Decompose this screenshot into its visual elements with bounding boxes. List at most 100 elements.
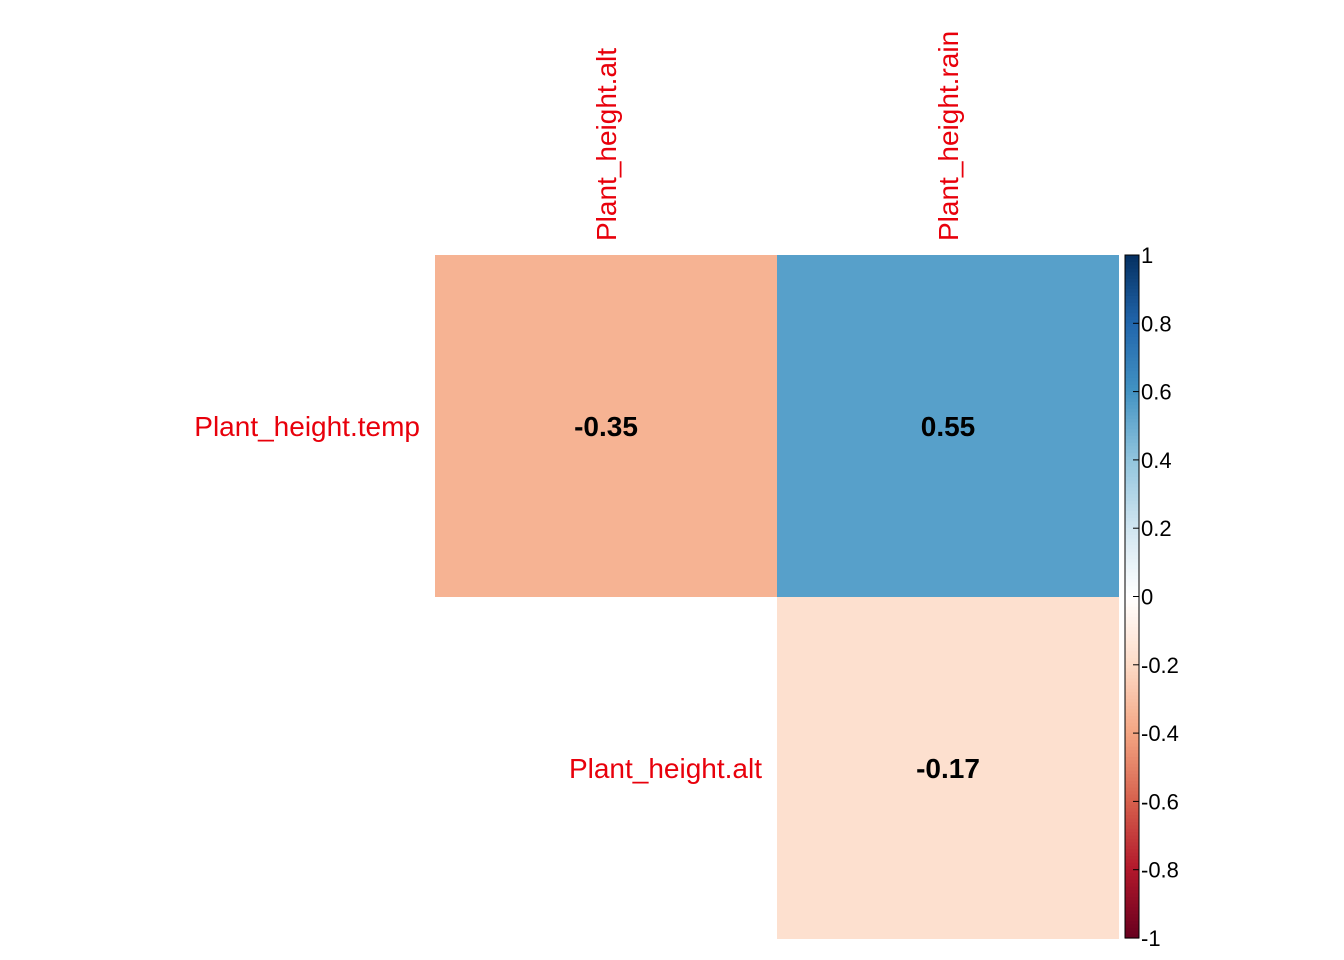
column-label: Plant_height.rain: [933, 31, 964, 241]
colorbar-segment: [1125, 856, 1139, 861]
colorbar-segment: [1125, 849, 1139, 854]
colorbar-segment: [1125, 415, 1139, 420]
colorbar-segment: [1125, 770, 1139, 775]
colorbar-segment: [1125, 702, 1139, 707]
colorbar-segment: [1125, 572, 1139, 577]
colorbar-segment: [1125, 306, 1139, 311]
colorbar-segment: [1125, 753, 1139, 758]
colorbar-segment: [1125, 446, 1139, 451]
colorbar-segment: [1125, 480, 1139, 485]
colorbar-segment: [1125, 466, 1139, 471]
colorbar-segment: [1125, 521, 1139, 526]
colorbar-segment: [1125, 927, 1139, 932]
colorbar-segment: [1125, 791, 1139, 796]
colorbar-segment: [1125, 838, 1139, 843]
colorbar-segment: [1125, 733, 1139, 738]
cell-value-label: -0.35: [574, 411, 638, 442]
colorbar-segment: [1125, 483, 1139, 488]
row-label: Plant_height.temp: [194, 411, 420, 442]
colorbar-segment: [1125, 589, 1139, 594]
colorbar-segment: [1125, 350, 1139, 355]
colorbar-segment: [1125, 763, 1139, 768]
colorbar-segment: [1125, 760, 1139, 765]
colorbar-segment: [1125, 627, 1139, 632]
colorbar-segment: [1125, 907, 1139, 912]
colorbar-segment: [1125, 825, 1139, 830]
colorbar-tick-label: -0.4: [1141, 721, 1179, 746]
colorbar-tick-label: -0.8: [1141, 858, 1179, 883]
colorbar-segment: [1125, 490, 1139, 495]
colorbar-segment: [1125, 538, 1139, 543]
colorbar-segment: [1125, 511, 1139, 516]
colorbar-segment: [1125, 832, 1139, 837]
colorbar-segment: [1125, 719, 1139, 724]
colorbar-segment: [1125, 910, 1139, 915]
colorbar-segment: [1125, 391, 1139, 396]
colorbar-segment: [1125, 364, 1139, 369]
colorbar-segment: [1125, 900, 1139, 905]
colorbar-segment: [1125, 862, 1139, 867]
colorbar-segment: [1125, 336, 1139, 341]
colorbar-segment: [1125, 654, 1139, 659]
colorbar-segment: [1125, 330, 1139, 335]
colorbar-segment: [1125, 774, 1139, 779]
colorbar-segment: [1125, 596, 1139, 601]
colorbar-segment: [1125, 405, 1139, 410]
colorbar-segment: [1125, 637, 1139, 642]
colorbar-segment: [1125, 613, 1139, 618]
colorbar-segment: [1125, 476, 1139, 481]
colorbar-segment: [1125, 541, 1139, 546]
colorbar-segment: [1125, 507, 1139, 512]
colorbar-segment: [1125, 517, 1139, 522]
colorbar-segment: [1125, 794, 1139, 799]
heatmap-cell: [777, 255, 1119, 597]
colorbar-segment: [1125, 886, 1139, 891]
colorbar-segment: [1125, 866, 1139, 871]
colorbar-segment: [1125, 316, 1139, 321]
colorbar-segment: [1125, 299, 1139, 304]
colorbar-segment: [1125, 412, 1139, 417]
colorbar-segment: [1125, 432, 1139, 437]
colorbar-segment: [1125, 671, 1139, 676]
colorbar-segment: [1125, 859, 1139, 864]
colorbar-segment: [1125, 285, 1139, 290]
colorbar-segment: [1125, 873, 1139, 878]
colorbar-segment: [1125, 562, 1139, 567]
colorbar-segment: [1125, 931, 1139, 936]
colorbar-segment: [1125, 705, 1139, 710]
colorbar-segment: [1125, 275, 1139, 280]
colorbar-segment: [1125, 258, 1139, 263]
colorbar-segment: [1125, 736, 1139, 741]
colorbar-segment: [1125, 603, 1139, 608]
colorbar-segment: [1125, 261, 1139, 266]
colorbar-segment: [1125, 712, 1139, 717]
colorbar-segment: [1125, 302, 1139, 307]
colorbar-segment: [1125, 528, 1139, 533]
colorbar-segment: [1125, 272, 1139, 277]
row-labels: Plant_height.temp Plant_height.alt: [194, 411, 762, 784]
colorbar-segment: [1125, 374, 1139, 379]
colorbar-segment: [1125, 449, 1139, 454]
colorbar-segment: [1125, 729, 1139, 734]
colorbar-segment: [1125, 743, 1139, 748]
colorbar-segment: [1125, 801, 1139, 806]
colorbar-segment: [1125, 579, 1139, 584]
colorbar-segment: [1125, 914, 1139, 919]
colorbar-segment: [1125, 757, 1139, 762]
colorbar-tick-label: 0.4: [1141, 448, 1172, 473]
colorbar-segment: [1125, 606, 1139, 611]
colorbar-segment: [1125, 709, 1139, 714]
colorbar-segment: [1125, 313, 1139, 318]
colorbar-segment: [1125, 924, 1139, 929]
colorbar-tick-label: -0.2: [1141, 653, 1179, 678]
colorbar-segment: [1125, 545, 1139, 550]
colorbar-segment: [1125, 381, 1139, 386]
colorbar-segment: [1125, 599, 1139, 604]
colorbar-segment: [1125, 425, 1139, 430]
colorbar-segment: [1125, 897, 1139, 902]
colorbar-segment: [1125, 661, 1139, 666]
colorbar-segment: [1125, 555, 1139, 560]
colorbar-segment: [1125, 319, 1139, 324]
cell-value-label: -0.17: [916, 753, 980, 784]
colorbar-segment: [1125, 620, 1139, 625]
